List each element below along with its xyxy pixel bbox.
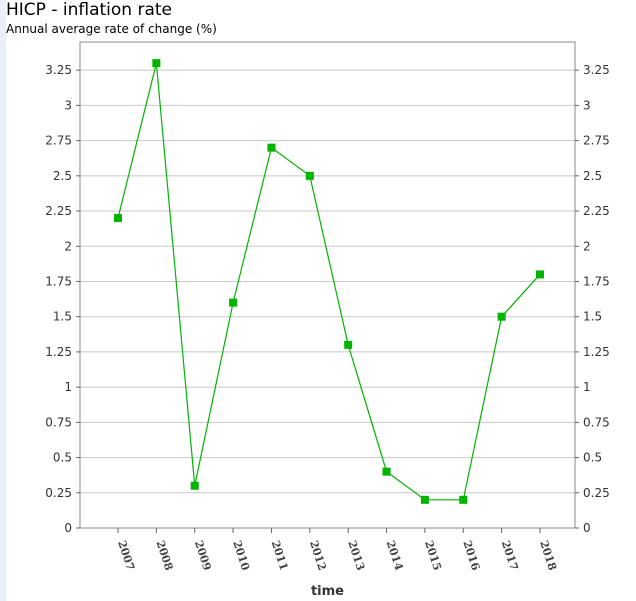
y-tick-label-right: 3.25 bbox=[583, 63, 610, 77]
data-point[interactable] bbox=[420, 495, 429, 504]
x-tick-label: 2018 bbox=[537, 539, 559, 572]
y-tick-label-right: 1.25 bbox=[583, 345, 610, 359]
x-tick-label: 2009 bbox=[192, 539, 214, 572]
plot-area-frame bbox=[79, 41, 576, 529]
data-point[interactable] bbox=[229, 298, 238, 307]
x-tick-label: 2016 bbox=[460, 539, 482, 572]
y-tick-label-left: 2.75 bbox=[45, 134, 72, 148]
y-tick-label-left: 0.5 bbox=[53, 451, 72, 465]
y-tick-label-left: 3.25 bbox=[45, 63, 72, 77]
y-tick-label-right: 0.25 bbox=[583, 486, 610, 500]
y-tick-label-left: 1 bbox=[64, 380, 72, 394]
data-point[interactable] bbox=[190, 481, 199, 490]
x-tick-label: 2007 bbox=[115, 539, 137, 572]
data-point[interactable] bbox=[459, 495, 468, 504]
x-tick-label: 2015 bbox=[422, 539, 444, 572]
y-tick-label-left: 1.5 bbox=[53, 310, 72, 324]
y-tick-label-right: 2.75 bbox=[583, 134, 610, 148]
data-point[interactable] bbox=[114, 214, 122, 223]
y-axis-left: 0 0.25 0.5 0.75 1 1.25 1.5 1.75 2 2.25 2.5 2.75 3 3.2… bbox=[45, 63, 80, 535]
x-tick-label: 2010 bbox=[230, 539, 252, 572]
x-tick-label: 2014 bbox=[384, 539, 406, 572]
y-tick-label-left: 0.75 bbox=[45, 415, 72, 429]
y-tick-label-left: 0 bbox=[64, 521, 72, 535]
series-line bbox=[117, 62, 541, 501]
y-tick-label-left: 1.75 bbox=[45, 274, 72, 288]
y-tick-label-right: 1.5 bbox=[583, 310, 602, 324]
x-axis-label: time bbox=[311, 584, 344, 599]
x-tick-label: 2012 bbox=[307, 539, 329, 572]
x-tick-label: 2017 bbox=[499, 539, 521, 572]
y-tick-label-left: 0.25 bbox=[45, 486, 72, 500]
y-tick-label-right: 0 bbox=[583, 521, 591, 535]
y-tick-label-right: 2.25 bbox=[583, 204, 610, 218]
left-edge-strip bbox=[0, 0, 6, 601]
y-tick-label-right: 2 bbox=[583, 239, 591, 253]
y-tick-label-left: 2.25 bbox=[45, 204, 72, 218]
x-tick-label: 2011 bbox=[269, 539, 291, 572]
y-tick-label-left: 2.5 bbox=[53, 169, 72, 183]
chart-subtitle: Annual average rate of change (%) bbox=[6, 22, 217, 36]
data-point[interactable] bbox=[267, 143, 276, 152]
data-point[interactable] bbox=[305, 171, 314, 180]
x-tick-label: 2008 bbox=[154, 539, 176, 572]
data-point[interactable] bbox=[152, 59, 161, 68]
y-tick-label-right: 2.5 bbox=[583, 169, 602, 183]
y-tick-label-right: 3 bbox=[583, 98, 591, 112]
y-tick-label-left: 1.25 bbox=[45, 345, 72, 359]
series-group bbox=[114, 59, 544, 504]
x-axis: 2007 2008 2009 2010 2011 2012 2013 2014 2015 2016… bbox=[115, 528, 559, 572]
data-point[interactable] bbox=[382, 467, 391, 476]
y-tick-label-right: 1 bbox=[583, 380, 591, 394]
y-tick-label-left: 2 bbox=[64, 239, 72, 253]
data-point[interactable] bbox=[497, 312, 506, 321]
y-tick-label-right: 0.75 bbox=[583, 415, 610, 429]
chart-title: HICP - inflation rate bbox=[6, 0, 172, 20]
x-tick-label: 2013 bbox=[345, 539, 367, 572]
y-tick-label-left: 3 bbox=[64, 98, 72, 112]
y-tick-label-right: 0.5 bbox=[583, 451, 602, 465]
gridlines bbox=[80, 69, 575, 529]
y-axis-right: 0 0.25 0.5 0.75 1 1.25 1.5 1.75 2 2.25 2.5 2.75 3 3.2… bbox=[575, 63, 610, 535]
data-point[interactable] bbox=[344, 340, 353, 349]
data-point[interactable] bbox=[536, 270, 544, 279]
y-tick-label-right: 1.75 bbox=[583, 274, 610, 288]
